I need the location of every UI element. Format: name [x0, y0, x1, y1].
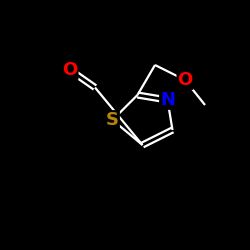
Text: S: S	[106, 111, 119, 129]
Text: O: O	[178, 71, 192, 89]
Text: N: N	[160, 91, 175, 109]
Text: O: O	[62, 61, 78, 79]
